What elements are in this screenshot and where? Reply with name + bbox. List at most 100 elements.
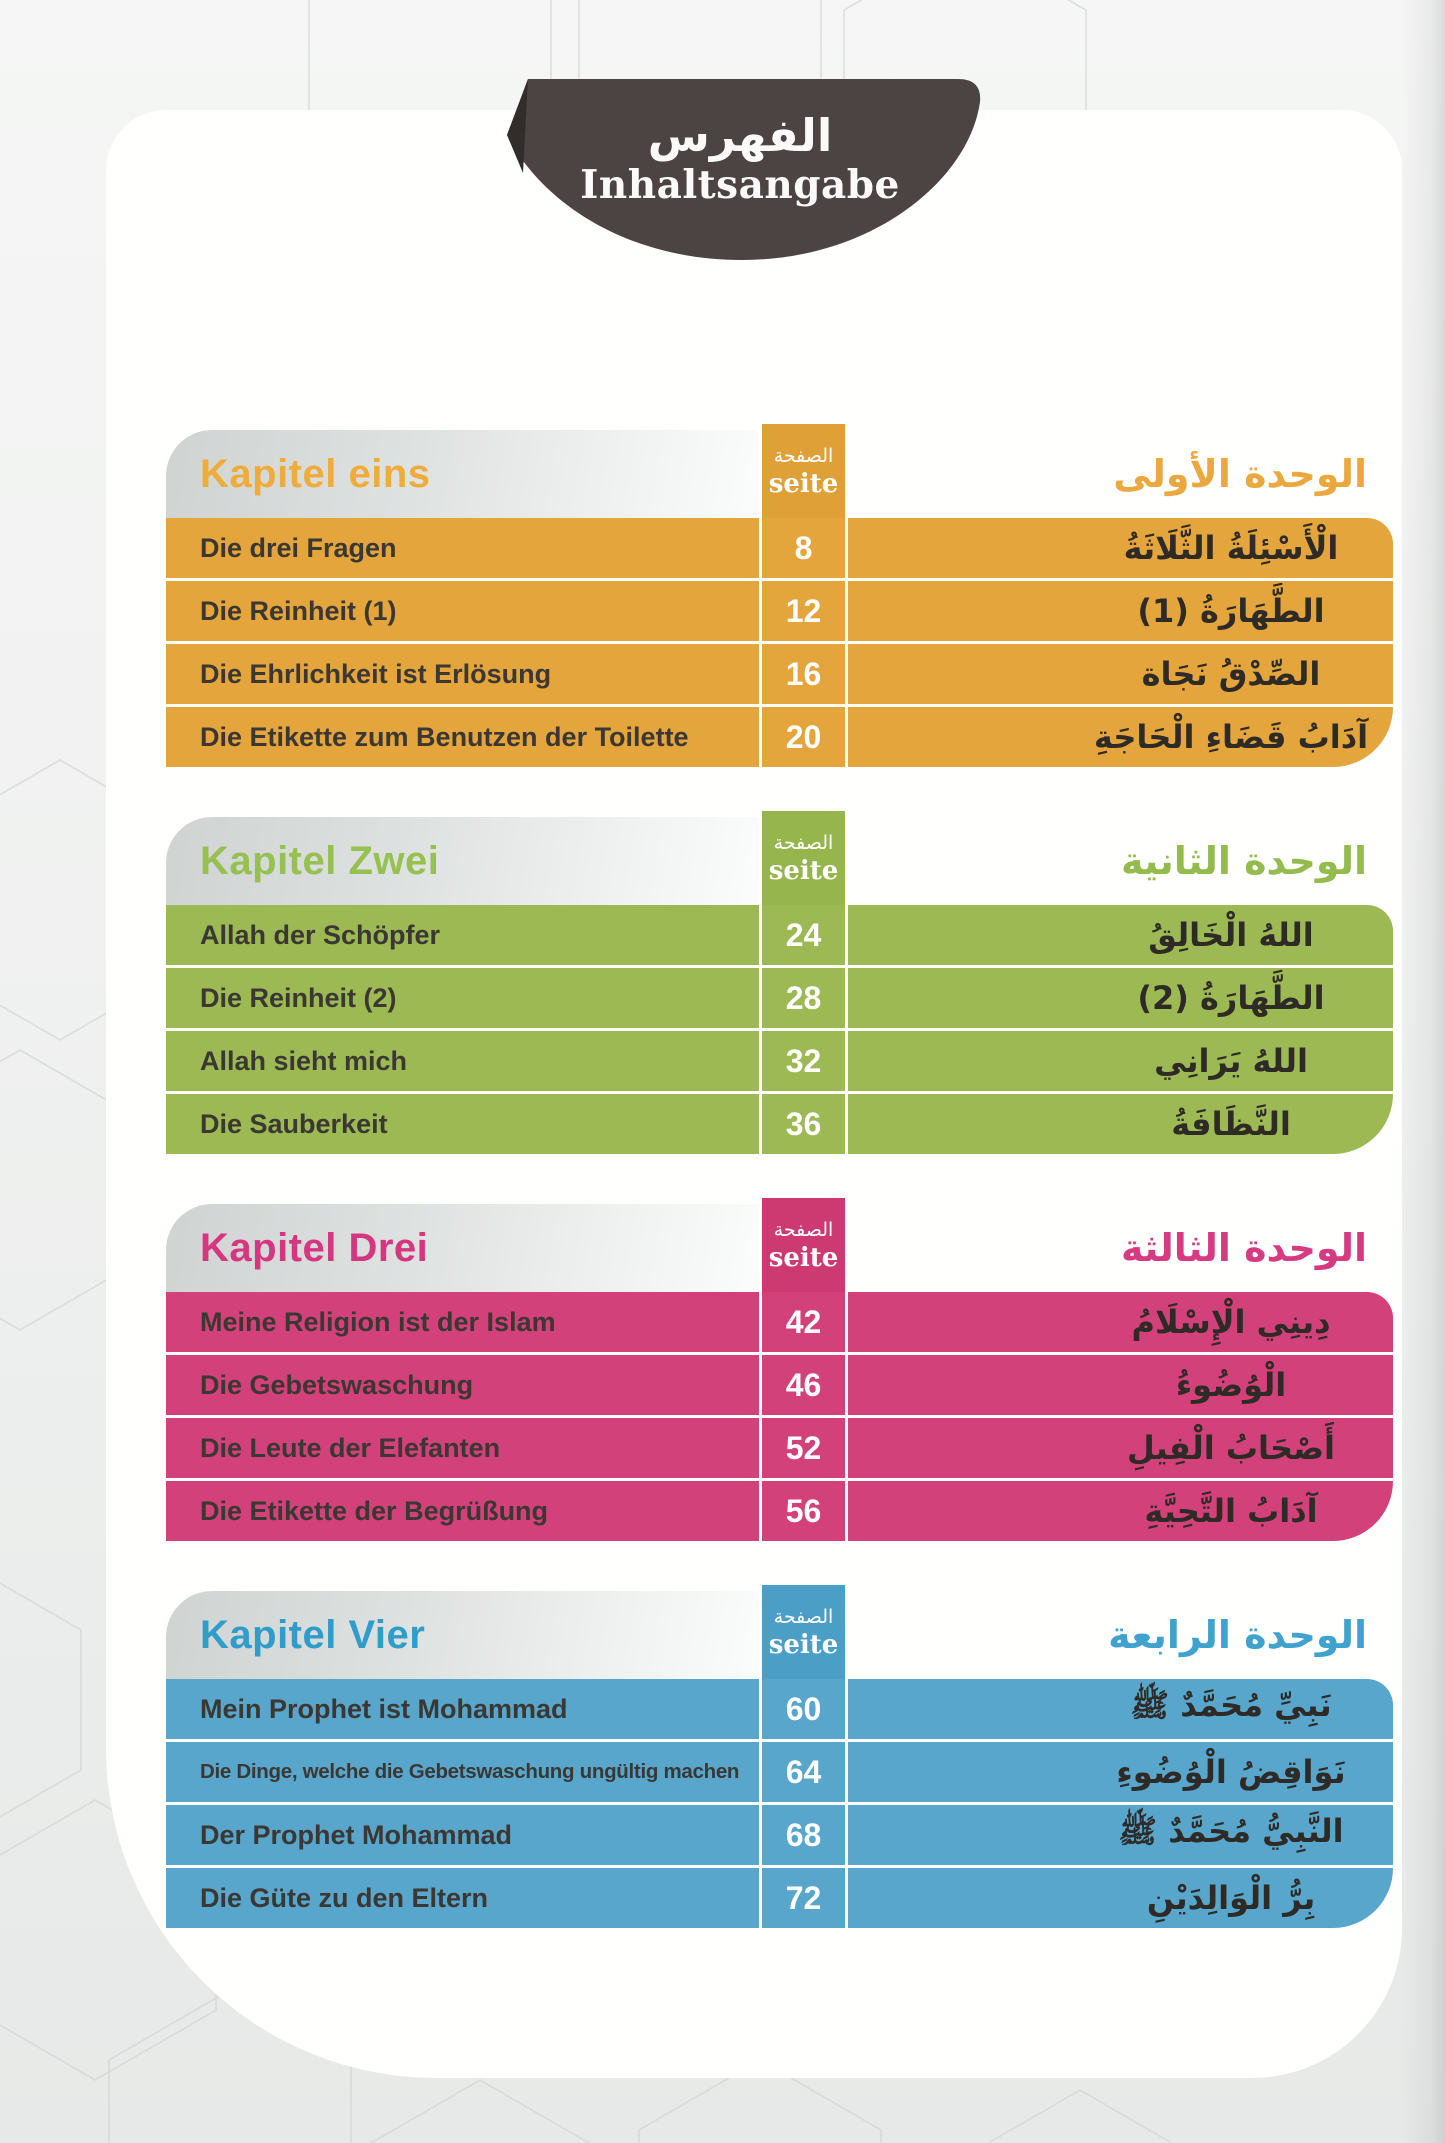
entry-page-number: 8 <box>762 518 845 578</box>
entry-title-arabic: آدَابُ التَّحِيَّةِ <box>1144 1492 1318 1530</box>
entry-title-german: Mein Prophet ist Mohammad <box>166 1679 759 1739</box>
entry-title-german: Der Prophet Mohammad <box>166 1805 759 1865</box>
entry-page-number: 46 <box>762 1355 845 1415</box>
chapter-section: Kapitel eins الصفحة seite الوحدة الأولى … <box>166 424 1393 767</box>
entry-title-arabic: الطَّهَارَةُ (1) <box>1137 592 1325 630</box>
entry-page-number: 64 <box>762 1742 845 1802</box>
entry-title-german: Die Güte zu den Eltern <box>166 1868 759 1928</box>
page-column-label-arabic: الصفحة <box>773 1606 834 1628</box>
entry-title-german: Die Sauberkeit <box>166 1094 759 1154</box>
entry-page-number: 56 <box>762 1481 845 1541</box>
entry-page-number: 36 <box>762 1094 845 1154</box>
page-column-label-german: seite <box>768 856 839 886</box>
entry-title-arabic-cell: دِينِي الْإِسْلَامُ <box>848 1292 1393 1352</box>
toc-entry-row: Die Güte zu den Eltern 72 بِرُّ الْوَالِ… <box>166 1868 1393 1928</box>
chapter-section: Kapitel Drei الصفحة seite الوحدة الثالثة… <box>166 1198 1393 1541</box>
entry-title-german: Allah sieht mich <box>166 1031 759 1091</box>
chapter-section: Kapitel Vier الصفحة seite الوحدة الرابعة… <box>166 1585 1393 1928</box>
entry-title-german: Die drei Fragen <box>166 518 759 578</box>
entry-page-number: 20 <box>762 707 845 767</box>
entry-page-number: 72 <box>762 1868 845 1928</box>
chapter-label: Kapitel eins <box>200 451 431 496</box>
chapter-header-band <box>166 1204 759 1292</box>
toc-entry-row: Der Prophet Mohammad 68 النَّبِيُّ مُحَم… <box>166 1805 1393 1865</box>
entry-title-arabic-cell: بِرُّ الْوَالِدَيْنِ <box>848 1868 1393 1928</box>
chapter-header-band <box>166 817 759 905</box>
page-column-header: الصفحة seite <box>762 1585 845 1679</box>
toc-entry-row: Die Reinheit (1) 12 الطَّهَارَةُ (1) <box>166 581 1393 641</box>
page-column-label-german: seite <box>768 1243 839 1273</box>
toc-entry-row: Die Gebetswaschung 46 الْوُضُوءُ <box>166 1355 1393 1415</box>
entry-title-arabic: اللهُ يَرَانِي <box>1154 1042 1308 1080</box>
entry-title-arabic: الْوُضُوءُ <box>1175 1366 1287 1404</box>
toc-entry-row: Allah sieht mich 32 اللهُ يَرَانِي <box>166 1031 1393 1091</box>
chapter-section: Kapitel Zwei الصفحة seite الوحدة الثانية… <box>166 811 1393 1154</box>
toc-entry-row: Die Reinheit (2) 28 الطَّهَارَةُ (2) <box>166 968 1393 1028</box>
entry-page-number: 52 <box>762 1418 845 1478</box>
entry-title-arabic: النَّظَافَةُ <box>1171 1105 1291 1143</box>
unit-title-arabic: الوحدة الثالثة <box>1120 1226 1367 1270</box>
entry-page-number: 32 <box>762 1031 845 1091</box>
entry-title-arabic: دِينِي الْإِسْلَامُ <box>1131 1303 1331 1341</box>
scan-edge-shadow <box>1400 0 1445 2143</box>
entry-title-german: Die Etikette zum Benutzen der Toilette <box>166 707 759 767</box>
entry-rows: Meine Religion ist der Islam 42 دِينِي ا… <box>166 1292 1393 1541</box>
page-column-label-arabic: الصفحة <box>773 832 834 854</box>
unit-title-arabic: الوحدة الرابعة <box>1108 1613 1367 1657</box>
banner-dome-shape <box>507 79 981 260</box>
page-column-label-arabic: الصفحة <box>773 1219 834 1241</box>
entry-page-number: 68 <box>762 1805 845 1865</box>
entry-title-arabic-cell: الصِّدْقُ نَجَاة <box>848 644 1393 704</box>
entry-title-arabic-cell: اللهُ الْخَالِقُ <box>848 905 1393 965</box>
entry-title-arabic-cell: نَبِيِّ مُحَمَّدٌ ﷺ <box>848 1679 1393 1739</box>
toc-entry-row: Die drei Fragen 8 الْأَسْئِلَةُ الثَّلَا… <box>166 518 1393 578</box>
entry-page-number: 24 <box>762 905 845 965</box>
banner-title-german: Inhaltsangabe <box>580 162 900 208</box>
toc-entry-row: Allah der Schöpfer 24 اللهُ الْخَالِقُ <box>166 905 1393 965</box>
entry-title-german: Allah der Schöpfer <box>166 905 759 965</box>
toc-entry-row: Die Dinge, welche die Gebetswaschung ung… <box>166 1742 1393 1802</box>
chapter-header-band <box>166 430 759 518</box>
entry-title-arabic-cell: الْوُضُوءُ <box>848 1355 1393 1415</box>
toc-entry-row: Die Sauberkeit 36 النَّظَافَةُ <box>166 1094 1393 1154</box>
banner-title-arabic: الفهرس <box>647 109 833 162</box>
entry-title-arabic: النَّبِيُّ مُحَمَّدٌ ﷺ <box>1118 1812 1344 1850</box>
entry-title-arabic-cell: آدَابُ التَّحِيَّةِ <box>848 1481 1393 1541</box>
entry-page-number: 16 <box>762 644 845 704</box>
entry-title-arabic-cell: اللهُ يَرَانِي <box>848 1031 1393 1091</box>
entry-title-german: Die Etikette der Begrüßung <box>166 1481 759 1541</box>
page-column-header: الصفحة seite <box>762 424 845 518</box>
entry-rows: Allah der Schöpfer 24 اللهُ الْخَالِقُ D… <box>166 905 1393 1154</box>
entry-title-german: Meine Religion ist der Islam <box>166 1292 759 1352</box>
entry-title-german: Die Gebetswaschung <box>166 1355 759 1415</box>
entry-title-arabic: بِرُّ الْوَالِدَيْنِ <box>1146 1879 1316 1917</box>
entry-title-arabic: آدَابُ قَضَاءِ الْحَاجَةِ <box>1093 718 1369 756</box>
page-column-header: الصفحة seite <box>762 1198 845 1292</box>
entry-page-number: 12 <box>762 581 845 641</box>
unit-title-arabic: الوحدة الأولى <box>1113 452 1367 496</box>
toc-entry-row: Die Etikette zum Benutzen der Toilette 2… <box>166 707 1393 767</box>
chapter-label: Kapitel Vier <box>200 1612 426 1657</box>
entry-title-arabic-cell: نَوَاقِضُ الْوُضُوءِ <box>848 1742 1393 1802</box>
entry-title-german: Die Ehrlichkeit ist Erlösung <box>166 644 759 704</box>
entry-title-arabic-cell: الطَّهَارَةُ (1) <box>848 581 1393 641</box>
entry-title-arabic: أَصْحَابُ الْفِيلِ <box>1127 1429 1335 1467</box>
toc-entry-row: Die Leute der Elefanten 52 أَصْحَابُ الْ… <box>166 1418 1393 1478</box>
page-column-label-german: seite <box>768 1630 839 1660</box>
entry-title-german: Die Leute der Elefanten <box>166 1418 759 1478</box>
toc-entry-row: Die Etikette der Begrüßung 56 آدَابُ الت… <box>166 1481 1393 1541</box>
entry-rows: Die drei Fragen 8 الْأَسْئِلَةُ الثَّلَا… <box>166 518 1393 767</box>
entry-title-arabic-cell: النَّظَافَةُ <box>848 1094 1393 1154</box>
entry-title-arabic: اللهُ الْخَالِقُ <box>1148 916 1314 954</box>
page-column-header: الصفحة seite <box>762 811 845 905</box>
unit-title-arabic: الوحدة الثانية <box>1120 839 1367 883</box>
entry-title-arabic-cell: الْأَسْئِلَةُ الثَّلَاثَةُ <box>848 518 1393 578</box>
banner-text: الفهرس Inhaltsangabe <box>490 109 990 209</box>
page-column-label-arabic: الصفحة <box>773 445 834 467</box>
toc-entry-row: Die Ehrlichkeit ist Erlösung 16 الصِّدْق… <box>166 644 1393 704</box>
entry-title-arabic: الطَّهَارَةُ (2) <box>1137 979 1325 1017</box>
entry-title-german: Die Dinge, welche die Gebetswaschung ung… <box>166 1742 759 1802</box>
page-column-label-german: seite <box>768 469 839 499</box>
toc-entry-row: Mein Prophet ist Mohammad 60 نَبِيِّ مُح… <box>166 1679 1393 1739</box>
